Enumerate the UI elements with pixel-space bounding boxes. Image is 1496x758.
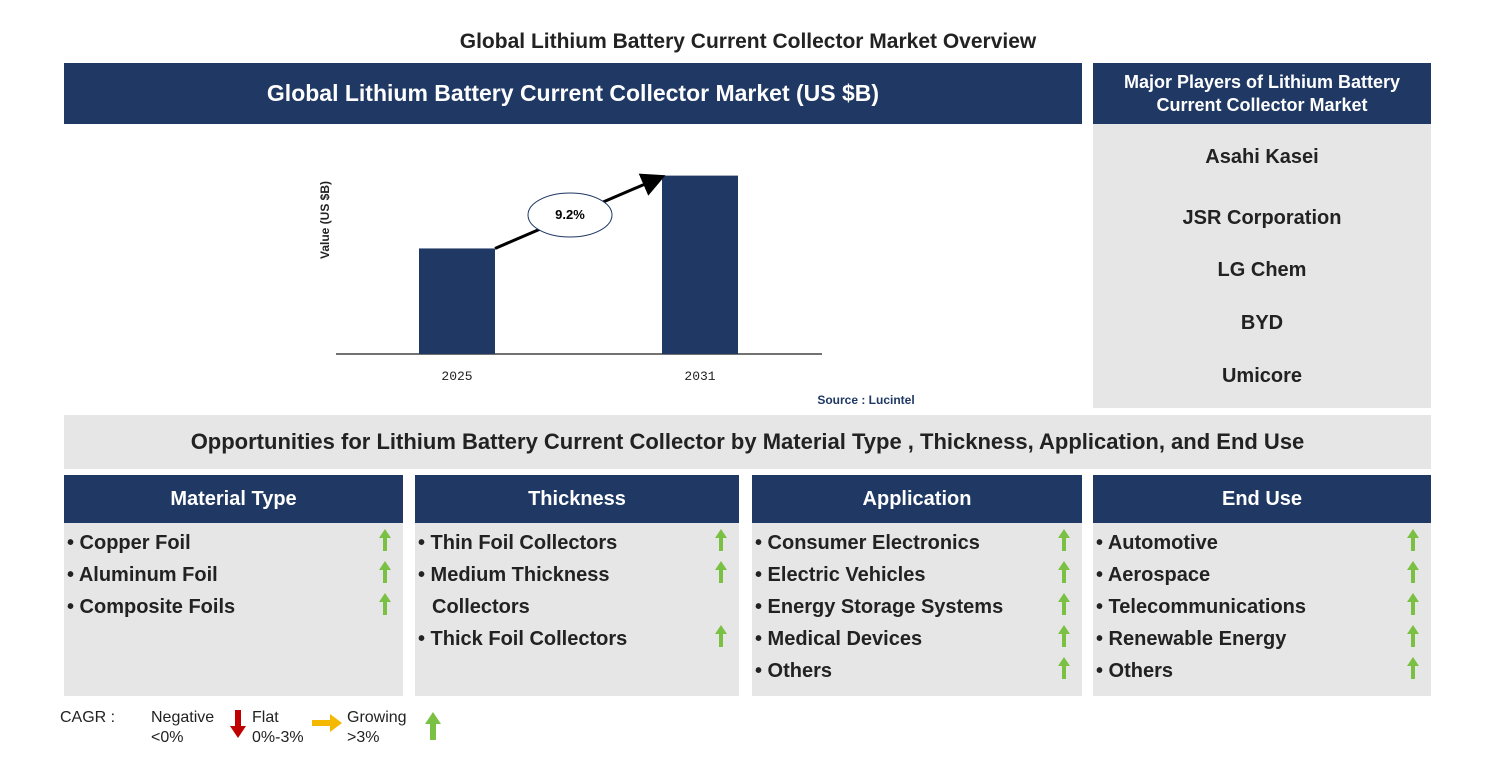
segment-item: • Others [755, 660, 833, 682]
legend-range: 0%-3% [252, 729, 304, 746]
segment-header: Thickness [415, 475, 739, 523]
segment-item: • Composite Foils [67, 596, 236, 618]
arrow-shape [1407, 625, 1419, 647]
source: Source : Lucintel [817, 393, 914, 407]
right-arrow [312, 714, 342, 732]
y-axis-label: Value (US $B) [318, 181, 332, 259]
arrow-shape [379, 529, 391, 551]
arrow-shape [715, 625, 727, 647]
legend-name: Flat [252, 709, 279, 726]
players-header: Major Players of Lithium Battery Current… [1093, 63, 1431, 124]
legend-range: <0% [151, 729, 184, 746]
segment-item: • Copper Foil [67, 532, 191, 554]
arrow-shape [1058, 657, 1070, 679]
segment-item: • Aluminum Foil [67, 564, 218, 586]
arrow-shape [1058, 561, 1070, 583]
segment-item: • Automotive [1096, 532, 1218, 554]
arrow-shape [1058, 529, 1070, 551]
up-arrow [1058, 657, 1070, 679]
up-arrow [1407, 529, 1419, 551]
segment-body [64, 523, 403, 696]
up-arrow [715, 529, 727, 551]
segment-body [415, 523, 739, 696]
segment-item: • Energy Storage Systems [755, 596, 1004, 618]
segment-item: • Renewable Energy [1096, 628, 1287, 650]
up-arrow [425, 712, 441, 740]
segment-item: • Thin Foil Collectors [418, 532, 618, 554]
segment-item: • Telecommunications [1096, 596, 1307, 618]
legend-range: >3% [347, 729, 380, 746]
legend-label: CAGR : [60, 709, 116, 726]
cagr-bubble [527, 192, 613, 238]
opportunities-title: Opportunities for Lithium Battery Curren… [64, 415, 1431, 469]
arrow-shape [1407, 593, 1419, 615]
up-arrow [1407, 593, 1419, 615]
bar [419, 248, 495, 354]
segment-item: • Consumer Electronics [755, 532, 980, 554]
segment-item: • Electric Vehicles [755, 564, 926, 586]
up-arrow [1058, 593, 1070, 615]
up-arrow [715, 625, 727, 647]
up-arrow [1407, 625, 1419, 647]
player: LG Chem [1217, 259, 1307, 281]
segment-item: • Medical Devices [755, 628, 923, 650]
up-arrow [1407, 657, 1419, 679]
arrow-shape [1407, 561, 1419, 583]
segment-header: Application [752, 475, 1082, 523]
legend-flat: Flat 0%-3% [252, 708, 304, 748]
segment-item: • Medium Thickness Collectors [418, 564, 610, 618]
up-arrow [1058, 529, 1070, 551]
legend-negative: Negative <0% [151, 708, 214, 748]
up-arrow [1058, 561, 1070, 583]
player: JSR Corporation [1182, 207, 1342, 229]
segment-body [1093, 523, 1431, 696]
x-tick-label: 2025 [441, 369, 472, 384]
x-tick-label: 2031 [684, 369, 715, 384]
up-arrow [1407, 561, 1419, 583]
up-arrow [715, 561, 727, 583]
segment-item: • Aerospace [1096, 564, 1211, 586]
arrow-shape [379, 593, 391, 615]
arrow-shape [1407, 657, 1419, 679]
segment-item: • Others [1096, 660, 1174, 682]
arrow-shape [715, 561, 727, 583]
bar [662, 175, 738, 354]
players-box: Asahi Kasei JSR Corporation LG Chem BYD Umic… [1093, 124, 1431, 408]
cagr-label: 9.2% [555, 207, 585, 222]
chart-header: Global Lithium Battery Current Collector… [64, 63, 1082, 124]
segment-header: End Use [1093, 475, 1431, 523]
chart: Value (US $B) Source : Lucintel 2025 2031… [318, 173, 915, 407]
arrow-shape [715, 529, 727, 551]
arrow-shape [1058, 593, 1070, 615]
segment-body [752, 523, 1082, 696]
segment-item: • Thick Foil Collectors [418, 628, 628, 650]
page-title: Global Lithium Battery Current Collector… [459, 30, 1037, 53]
segment-header: Material Type [64, 475, 403, 523]
up-arrow [1058, 625, 1070, 647]
arrow-shape [1058, 625, 1070, 647]
arrow-shape [1407, 529, 1419, 551]
player: Asahi Kasei [1205, 146, 1319, 168]
player: BYD [1240, 312, 1284, 334]
legend-growing: Growing >3% [347, 708, 407, 748]
legend-name: Growing [347, 709, 407, 726]
up-arrow [379, 593, 391, 615]
legend-name: Negative [151, 709, 215, 726]
player: Umicore [1221, 365, 1303, 387]
up-arrow [379, 561, 391, 583]
down-arrow [230, 710, 246, 738]
arrow-shape [379, 561, 391, 583]
up-arrow [379, 529, 391, 551]
